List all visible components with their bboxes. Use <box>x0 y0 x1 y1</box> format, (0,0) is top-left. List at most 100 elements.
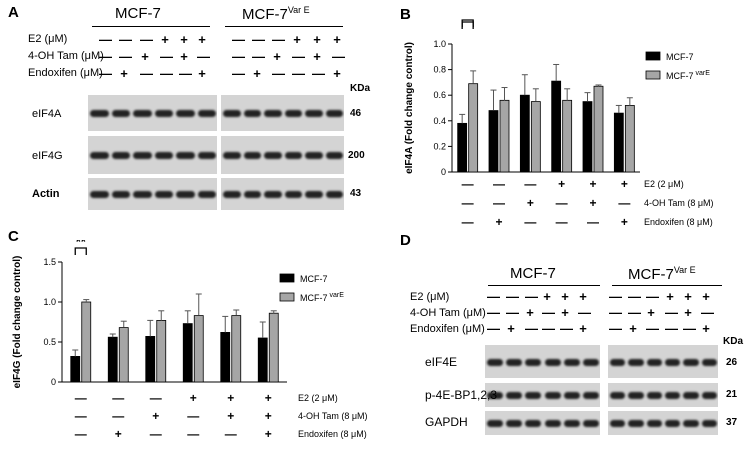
panel-a-blot-actin-left <box>88 178 217 210</box>
band <box>176 191 195 198</box>
panel-a-matrix-g1-r2-c5: + <box>333 66 341 81</box>
panel-d-matrix-g1-r2-c5: + <box>702 321 710 336</box>
panel-b-bar-s0-1 <box>488 110 499 173</box>
band <box>243 191 261 198</box>
panel-b-treatment-r2-c1: + <box>495 215 502 229</box>
band <box>223 152 241 159</box>
band <box>628 392 644 399</box>
panel-d-blot-label-gapdh: GAPDH <box>425 415 468 429</box>
panel-d-matrix-g1-r0-c1: — <box>628 289 641 304</box>
band <box>701 392 717 399</box>
panel-a-matrix-g0-r2-c1: + <box>120 66 128 81</box>
panel-b-treatment-label-2: Endoxifen (8 μM) <box>644 217 713 227</box>
band <box>646 358 662 366</box>
panel-c-treatment-r0-c1: — <box>112 391 124 405</box>
band <box>646 420 662 427</box>
panel-b-bar-s1-2 <box>530 101 541 173</box>
panel-c-bar-s0-3 <box>182 323 193 383</box>
panel-d-matrix-g1-r1-c5: — <box>701 305 714 320</box>
panel-b-bar-s1-0 <box>468 83 479 173</box>
panel-d-matrix-g1-r1-c0: — <box>609 305 622 320</box>
band <box>582 420 599 427</box>
panel-d-matrix-g1-r1-c4: + <box>684 305 692 320</box>
panel-a-matrix-g1-r2-c1: + <box>253 66 261 81</box>
panel-d-matrix-g1-r2-c2: — <box>646 321 659 336</box>
panel-b-treatment-r2-c3: — <box>556 215 568 229</box>
band <box>154 110 173 117</box>
panel-a-matrix-g0-r2-c2: — <box>140 66 153 81</box>
band <box>284 152 302 159</box>
panel-a-matrix-g0-r2-c3: — <box>160 66 173 81</box>
panel-d-blot-eif4e-right <box>608 345 718 378</box>
panel-c-bar-s1-2 <box>156 320 167 383</box>
panel-letter-d: D <box>400 232 411 249</box>
panel-c-treatment-r2-c3: — <box>187 427 199 441</box>
panel-b-treatment-r0-c3: + <box>558 177 565 191</box>
panel-a-matrix-g1-r1-c1: — <box>252 49 265 64</box>
panel-d-kda-gapdh: 37 <box>726 417 738 428</box>
panel-c-treatment-r1-c1: — <box>112 409 124 423</box>
panel-c-bar-s1-1 <box>118 327 129 383</box>
panel-d-cond-endox: Endoxifen (μM) <box>410 323 485 335</box>
band <box>610 358 626 366</box>
panel-a-matrix-g1-r1-c4: + <box>313 49 321 64</box>
panel-d-matrix-g0-r1-c1: — <box>506 305 519 320</box>
panel-b-sig-label-1: * <box>465 18 471 21</box>
panel-b-bar-s0-0 <box>457 122 468 173</box>
band <box>506 420 523 427</box>
panel-a-blot-label-eif4g: eIF4G <box>32 150 63 162</box>
panel-d-matrix-g0-r0-c5: + <box>579 289 587 304</box>
panel-d-matrix-g0-r1-c0: — <box>487 305 500 320</box>
panel-b-y-tick-label: 1.0 <box>433 39 446 49</box>
panel-letter-b: B <box>400 6 411 23</box>
panel-d-blot-gapdh-right <box>608 411 718 435</box>
band <box>133 191 152 198</box>
panel-b-legend-name-1: MCF-7 <box>666 71 694 81</box>
panel-d-blot-label-p4ebp: p-4E-BP1,2,3 <box>425 388 498 402</box>
panel-c-bar-s1-4 <box>231 315 242 383</box>
panel-d-matrix-g0-r0-c4: + <box>561 289 569 304</box>
panel-a-kda-header: KDa <box>350 83 371 94</box>
band <box>154 152 173 159</box>
panel-a-matrix-g1-r2-c3: — <box>292 66 305 81</box>
panel-a-matrix-g1-r1-c3: — <box>292 49 305 64</box>
panel-a-matrix-g0-r1-c4: + <box>180 49 188 64</box>
panel-letter-c: C <box>8 228 19 245</box>
panel-a-blot-eif4g-left <box>88 136 217 174</box>
panel-a-group-2: MCF-7Var E <box>242 5 310 23</box>
band <box>487 420 504 427</box>
panel-b-bar-s1-4 <box>593 85 604 173</box>
panel-c-legend-name-1: MCF-7 <box>300 293 328 303</box>
band <box>111 110 130 117</box>
panel-b-legend-swatch-0 <box>645 51 661 61</box>
panel-d-matrix-g0-r2-c2: — <box>525 321 538 336</box>
panel-d-group-1-underline <box>488 285 600 286</box>
panel-a-blot-eif4g-right <box>221 136 344 174</box>
panel-a-matrix-g0-r0-c1: — <box>119 32 132 47</box>
panel-b-bar-s0-2 <box>519 94 530 173</box>
panel-c-treatment-label-2: Endoxifen (8 μM) <box>298 429 367 439</box>
panel-d-matrix-g0-r0-c2: — <box>525 289 538 304</box>
panel-a-matrix-g0-r2-c4: — <box>179 66 192 81</box>
panel-b-legend-name-0: MCF-7 <box>666 52 694 62</box>
panel-c-treatment-label-1: 4-OH Tam (8 μM) <box>298 411 368 421</box>
panel-a-matrix-g1-r0-c3: + <box>293 32 301 47</box>
panel-c-bar-s0-4 <box>220 332 231 383</box>
panel-d-matrix-g1-r0-c2: — <box>646 289 659 304</box>
panel-b-treatment-r0-c2: — <box>524 177 536 191</box>
band <box>111 152 130 159</box>
band <box>525 358 542 366</box>
panel-a-kda-eif4a: 46 <box>350 108 362 119</box>
band <box>264 191 282 198</box>
panel-b-treatment-r1-c0: — <box>462 196 474 210</box>
panel-c-y-tick-label: 1.0 <box>43 297 56 307</box>
panel-b-legend-label-1: MCF-7 varE <box>666 70 710 81</box>
panel-c-treatment-r1-c3: — <box>187 409 199 423</box>
panel-d-matrix-g0-r1-c2: + <box>526 305 534 320</box>
panel-b-treatment-r0-c0: — <box>462 177 474 191</box>
panel-c-treatment-r0-c4: + <box>227 391 234 405</box>
panel-c-bar-s0-5 <box>257 337 268 383</box>
panel-d-kda-header: KDa <box>723 336 744 347</box>
band <box>525 392 542 399</box>
band <box>563 420 580 427</box>
